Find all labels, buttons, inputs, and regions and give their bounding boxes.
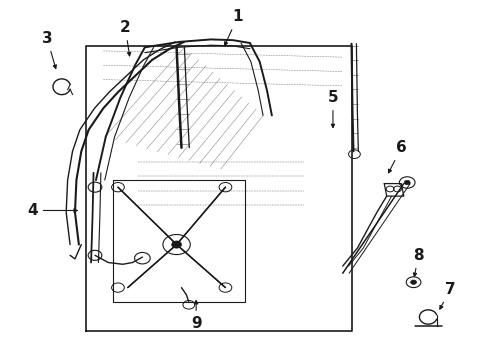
Circle shape <box>172 241 181 248</box>
Circle shape <box>404 180 410 185</box>
Text: 6: 6 <box>389 140 407 173</box>
Text: 8: 8 <box>413 248 424 276</box>
Text: 2: 2 <box>120 20 131 56</box>
Text: 7: 7 <box>440 282 456 309</box>
Circle shape <box>411 280 416 284</box>
Text: 3: 3 <box>42 31 56 68</box>
Text: 4: 4 <box>27 203 77 218</box>
Text: 9: 9 <box>191 301 201 331</box>
Text: 5: 5 <box>328 90 338 127</box>
Text: 1: 1 <box>224 9 243 45</box>
